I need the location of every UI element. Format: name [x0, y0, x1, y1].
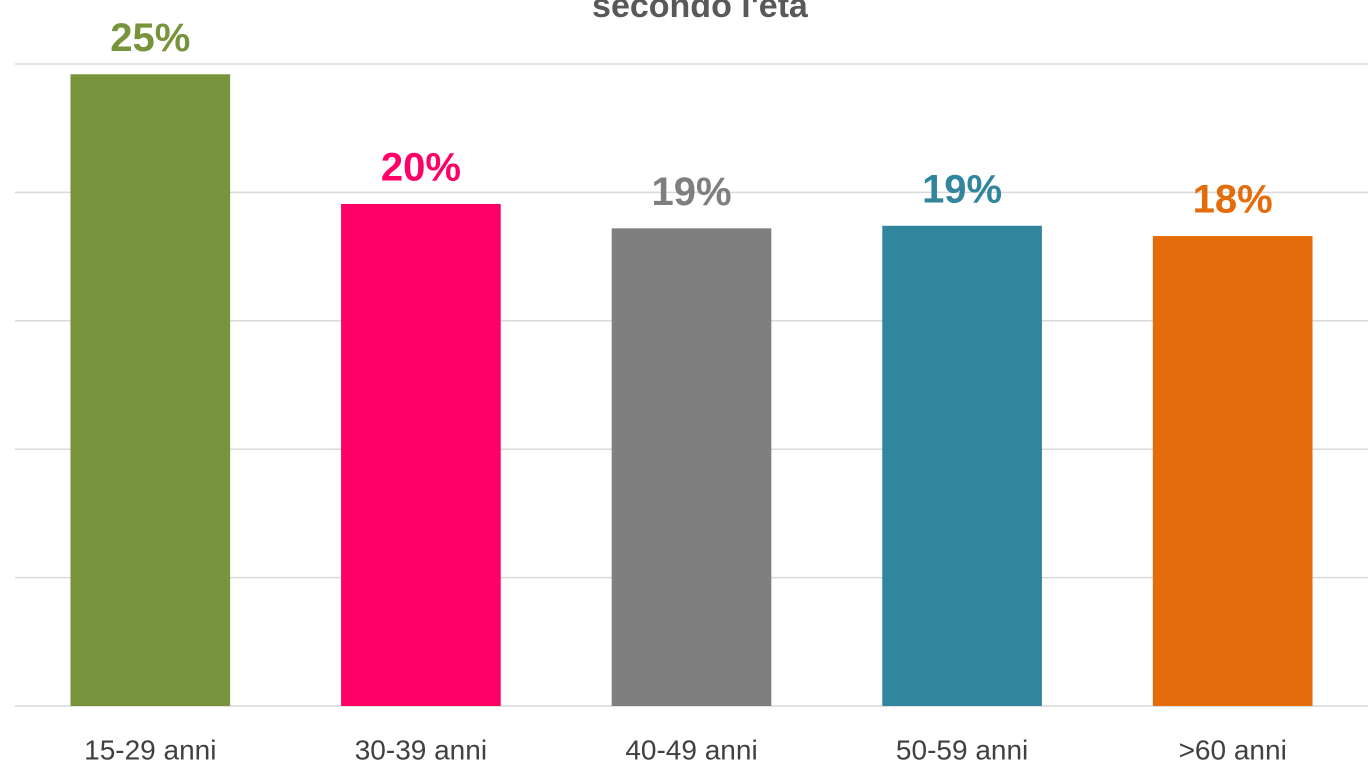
x-tick-label: 50-59 anni [896, 734, 1028, 765]
bar [341, 203, 501, 706]
data-label: 19% [651, 170, 731, 214]
x-tick-label: 40-49 anni [625, 734, 757, 765]
data-label: 25% [110, 16, 190, 60]
bar [611, 228, 772, 707]
data-label: 18% [1193, 178, 1273, 222]
bar [70, 74, 231, 707]
data-label: 19% [922, 167, 1002, 211]
bar [1152, 236, 1313, 706]
x-tick-label: 30-39 anni [355, 734, 487, 765]
bar [882, 225, 1042, 706]
x-tick-label: >60 anni [1179, 734, 1287, 765]
chart-title: secondo l'età [592, 0, 808, 25]
x-tick-label: 15-29 anni [84, 734, 216, 765]
data-label: 20% [381, 146, 461, 190]
